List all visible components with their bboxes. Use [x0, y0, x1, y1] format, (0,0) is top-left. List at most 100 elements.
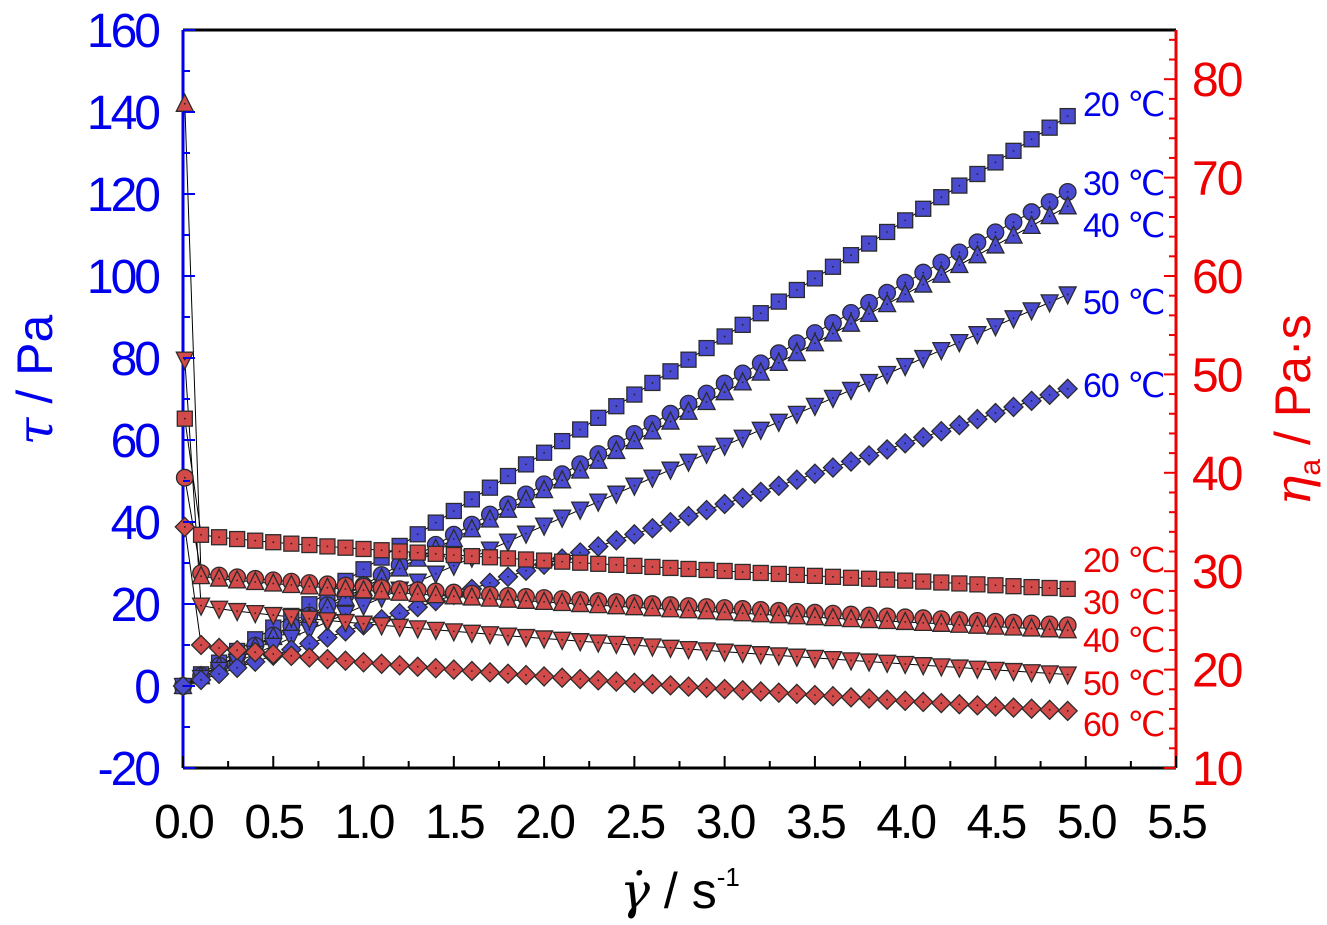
marker-center-dot — [1048, 215, 1051, 217]
marker-center-dot — [452, 564, 455, 567]
marker-center-dot — [615, 680, 618, 683]
marker-center-dot — [759, 490, 762, 493]
stress-point — [498, 533, 518, 553]
marker-center-dot — [832, 658, 834, 661]
viscosity-point — [751, 603, 771, 623]
marker-center-dot — [380, 624, 383, 627]
stress-point — [480, 508, 500, 528]
marker-center-dot — [470, 528, 473, 531]
marker-center-dot — [615, 642, 618, 645]
viscosity-point — [408, 583, 428, 603]
stress-point — [985, 234, 1006, 254]
marker-center-dot — [543, 559, 545, 562]
y-left-tick-label: 0 — [134, 661, 159, 714]
marker-center-dot — [543, 601, 545, 603]
marker-center-dot — [290, 616, 293, 618]
marker-center-dot — [922, 357, 925, 359]
marker-center-dot — [741, 381, 744, 384]
viscosity-point — [769, 647, 789, 667]
viscosity-point — [426, 584, 446, 604]
stress-point — [841, 312, 861, 332]
marker-center-dot — [326, 606, 329, 609]
marker-center-dot — [777, 691, 780, 694]
stress-point — [715, 437, 735, 457]
stress-series-label: 30 ℃ — [1083, 165, 1164, 203]
marker-center-dot — [470, 596, 473, 599]
viscosity-point — [299, 575, 319, 595]
marker-center-dot — [380, 662, 383, 665]
viscosity-point — [715, 643, 735, 663]
marker-center-dot — [507, 634, 509, 637]
marker-center-dot — [416, 627, 419, 630]
marker-center-dot — [543, 675, 545, 678]
marker-center-dot — [633, 393, 636, 396]
axis-ticks: 0.0 0.5 1.0 1.5 2.0 2.5 3.0 3.5 4.0 4.5 5.0 5.5 -20 0… — [87, 5, 1244, 849]
marker-center-dot — [723, 570, 726, 572]
marker-center-dot — [777, 654, 780, 657]
viscosity-point — [823, 607, 843, 627]
viscosity-point — [787, 605, 807, 625]
marker-center-dot — [687, 685, 690, 688]
marker-center-dot — [633, 644, 636, 647]
marker-center-dot — [633, 484, 636, 487]
stress-point — [660, 461, 681, 481]
marker-center-dot — [904, 442, 907, 445]
marker-center-dot — [994, 705, 997, 708]
y-left-axis-title: τ / Pa — [6, 315, 64, 446]
marker-center-dot — [814, 574, 816, 577]
viscosity-point — [426, 621, 446, 641]
marker-center-dot — [1030, 224, 1033, 227]
marker-center-dot — [633, 681, 636, 684]
marker-center-dot — [795, 573, 798, 576]
marker-center-dot — [615, 563, 618, 566]
marker-center-dot — [290, 636, 293, 639]
marker-center-dot — [416, 593, 419, 595]
marker-center-dot — [579, 603, 582, 605]
stress-point — [715, 381, 735, 401]
marker-center-dot — [759, 690, 762, 693]
marker-center-dot — [308, 628, 311, 631]
stress-point — [1003, 310, 1024, 330]
x-tick-label: 0.0 — [154, 796, 213, 849]
viscosity-point — [480, 587, 500, 607]
marker-center-dot — [850, 460, 852, 463]
viscosity-point — [823, 650, 843, 671]
y-right-unit: / Pa·s — [1265, 314, 1321, 458]
marker-center-dot — [200, 644, 202, 646]
stress-point — [281, 629, 301, 649]
marker-center-dot — [868, 381, 870, 383]
marker-center-dot — [669, 608, 672, 611]
stress-point — [534, 517, 554, 537]
marker-center-dot — [1012, 234, 1015, 237]
marker-center-dot — [344, 621, 347, 623]
marker-center-dot — [579, 561, 582, 564]
viscosity-point — [462, 586, 482, 606]
stress-point — [570, 459, 590, 479]
stress-point — [552, 509, 572, 529]
viscosity-point — [588, 634, 608, 654]
marker-center-dot — [344, 596, 347, 599]
y-right-symbol: η — [1264, 476, 1322, 506]
marker-center-dot — [904, 219, 907, 222]
y-right-tick-label: 50 — [1192, 349, 1242, 402]
marker-center-dot — [525, 569, 527, 572]
marker-center-dot — [795, 412, 798, 415]
marker-center-dot — [994, 231, 997, 234]
stress-point — [895, 283, 915, 303]
marker-center-dot — [886, 698, 889, 701]
marker-center-dot — [669, 521, 672, 524]
marker-center-dot — [922, 436, 925, 439]
marker-center-dot — [615, 405, 618, 408]
viscosity-series-label: 30 ℃ — [1083, 584, 1164, 622]
stress-point — [1040, 205, 1060, 225]
stress-point — [606, 439, 626, 460]
viscosity-point — [498, 588, 518, 608]
viscosity-point — [841, 652, 861, 672]
marker-center-dot — [597, 641, 600, 644]
marker-center-dot — [218, 647, 221, 649]
marker-center-dot — [832, 617, 834, 620]
marker-center-dot — [525, 636, 527, 638]
marker-center-dot — [976, 624, 979, 627]
marker-center-dot — [579, 508, 582, 511]
